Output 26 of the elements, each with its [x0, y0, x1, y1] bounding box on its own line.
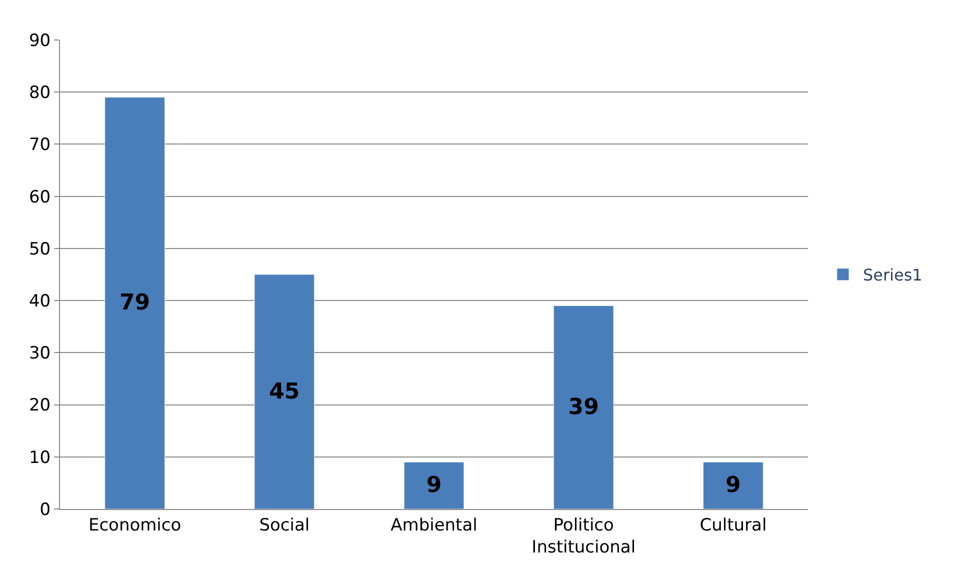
bar [553, 306, 614, 509]
bar [404, 462, 464, 509]
x-tick-label: Politico Institucional [532, 515, 636, 558]
y-tick-label: 70 [28, 135, 51, 156]
y-tick-label: 0 [40, 500, 51, 520]
bar [104, 97, 165, 509]
y-tick-label: 50 [28, 239, 51, 260]
y-tick-label: 10 [28, 448, 51, 468]
bar [703, 462, 764, 509]
data-label: 79 [119, 290, 150, 316]
y-tick-label: 80 [28, 83, 51, 104]
y-tick-label: 20 [28, 396, 51, 416]
data-label: 45 [269, 379, 300, 404]
y-tick-label: 60 [28, 187, 51, 208]
data-label: 9 [426, 473, 442, 498]
y-tick-label: 40 [28, 292, 51, 312]
x-tick-label: Social [259, 515, 310, 536]
x-tick-label: Cultural [700, 515, 767, 536]
y-tick-label: 90 [28, 30, 51, 51]
x-tick-label: Economico [88, 515, 182, 536]
bar [254, 274, 315, 509]
x-tick-label: Ambiental [390, 515, 478, 536]
data-label: 9 [726, 473, 741, 498]
y-tick-label: 30 [28, 344, 51, 364]
data-label: 39 [568, 394, 599, 420]
legend-label: Series1 [862, 266, 922, 285]
